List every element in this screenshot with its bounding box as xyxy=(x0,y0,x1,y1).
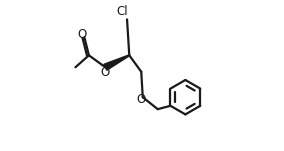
Polygon shape xyxy=(104,55,130,70)
Text: O: O xyxy=(77,28,87,41)
Text: O: O xyxy=(101,66,110,79)
Text: O: O xyxy=(136,93,145,106)
Text: Cl: Cl xyxy=(116,5,128,18)
